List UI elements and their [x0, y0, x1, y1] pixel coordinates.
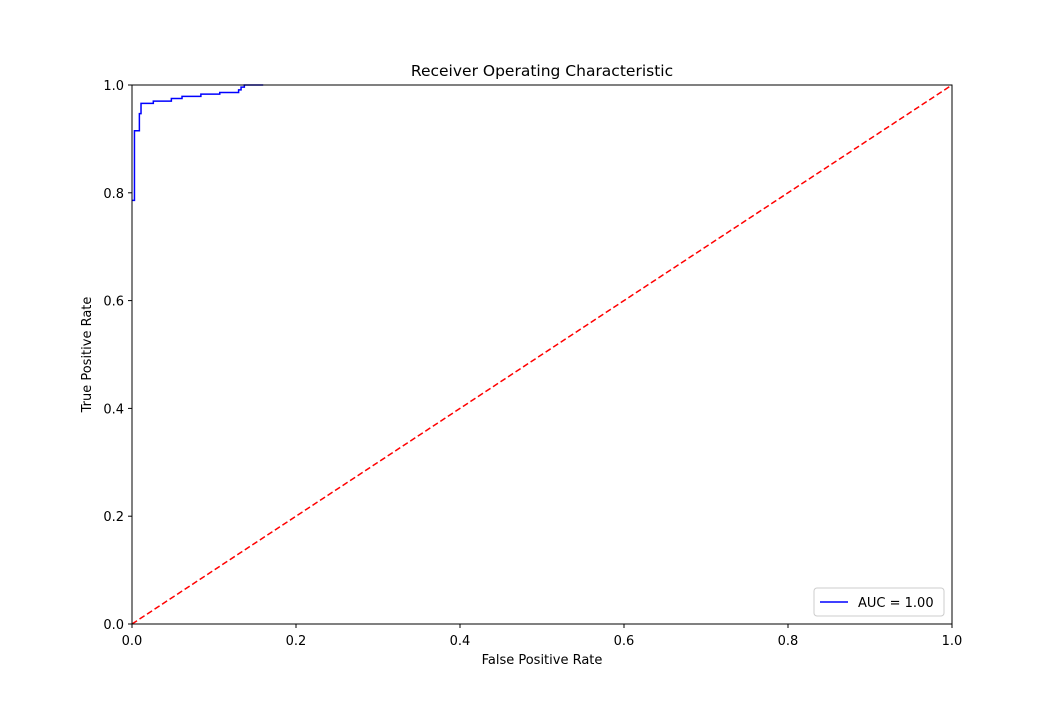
ticks-layer: 0.0 0.2 0.4 0.6 0.8 1.0 0.0 0.2 0.4 0.6 0.8 1.0	[103, 79, 962, 649]
x-tick-label: 1.0	[942, 634, 963, 649]
y-tick-label: 1.0	[103, 79, 124, 94]
y-tick-label: 0.0	[103, 618, 124, 633]
y-tick-label: 0.2	[103, 510, 124, 525]
roc-curve-line	[132, 84, 264, 202]
legend-box	[813, 587, 945, 617]
series-layer	[131, 84, 953, 625]
y-axis-label: True Positive Rate	[80, 297, 95, 414]
x-tick-label: 0.4	[450, 634, 471, 649]
chart-title: Receiver Operating Characteristic	[411, 62, 673, 80]
x-tick-label: 0.0	[122, 634, 143, 649]
y-tick-label: 0.4	[103, 402, 124, 417]
legend: AUC = 1.00	[813, 587, 945, 617]
x-tick-label: 0.8	[778, 634, 799, 649]
chance-diagonal-line	[131, 84, 953, 625]
y-tick-label: 0.6	[103, 295, 124, 310]
legend-label-auc: AUC = 1.00	[858, 596, 934, 611]
x-tick-label: 0.6	[614, 634, 635, 649]
x-tick-label: 0.2	[286, 634, 307, 649]
y-tick-label: 0.8	[103, 187, 124, 202]
x-axis-label: False Positive Rate	[482, 653, 603, 668]
plot-frame	[131, 84, 953, 625]
